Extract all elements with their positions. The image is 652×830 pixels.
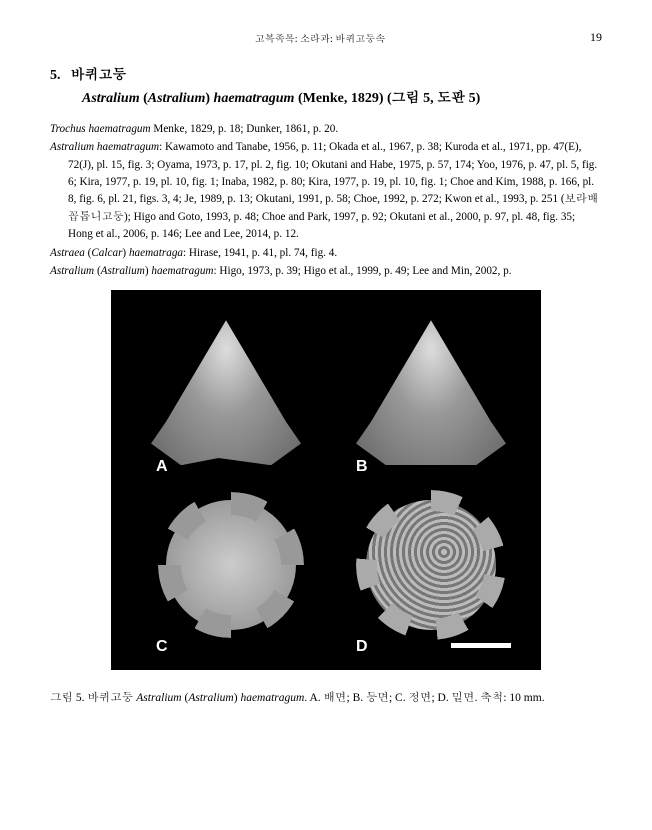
ref3-species: haematraga [129,247,183,259]
panel-label-a: A [156,458,168,476]
section-heading: 5. 바퀴고둥 [50,63,602,84]
panel-label-c: C [156,638,168,656]
synonymy-block: Trochus haematragum Menke, 1829, p. 18; … [50,121,602,280]
page-number: 19 [590,30,602,45]
caption-suffix: . A. 배면; B. 등면; C. 정면; D. 밑면. 축척: 10 mm. [304,692,544,704]
ref4-text: : Higo, 1973, p. 39; Higo et al., 1999, … [214,265,512,277]
specimen-b-image [356,320,506,465]
ref-line-3: Astraea (Calcar) haematraga: Hirase, 194… [50,245,602,262]
figure-caption: 그림 5. 바퀴고둥 Astralium (Astralium) haematr… [50,690,602,707]
section-number: 5. [50,68,61,83]
section-korean-name: 바퀴고둥 [71,68,127,83]
specimen-c-image [166,500,296,630]
ref4-subgenus: Astralium [101,265,145,277]
ref-line-2: Astralium haematragum: Kawamoto and Tana… [50,139,602,243]
species-authority: (Menke, 1829) [298,91,384,106]
ref2-taxon: Astralium haematragum [50,141,159,153]
ref4-species: haematragum [151,265,213,277]
ref2-text: : Kawamoto and Tanabe, 1956, p. 11; Okad… [68,141,598,240]
panel-label-d: D [356,638,368,656]
ref1-text: Menke, 1829, p. 18; Dunker, 1861, p. 20. [151,123,339,135]
scale-bar [451,643,511,648]
specimen-d-image [366,500,496,630]
ref3-subgenus: Calcar [91,247,122,259]
figure-plate: A B C D [111,290,541,670]
running-header: 고복족목: 소라과: 바퀴고둥속 19 [50,30,602,45]
specimen-a-image [151,320,301,465]
ref-line-1: Trochus haematragum Menke, 1829, p. 18; … [50,121,602,138]
caption-subgenus: Astralium [188,692,233,704]
caption-genus: Astralium [136,692,181,704]
species-epithet: haematragum [214,91,295,106]
header-category: 고복족목: 소라과: 바퀴고둥속 [50,31,590,45]
caption-prefix: 그림 5. 바퀴고둥 [50,692,136,704]
ref3-text: : Hirase, 1941, p. 41, pl. 74, fig. 4. [183,247,337,259]
ref1-taxon: Trochus haematragum [50,123,151,135]
genus-name: Astralium [82,91,140,106]
caption-species: haematragum [240,692,304,704]
ref4-genus: Astralium [50,265,94,277]
subgenus-name: Astralium [148,91,206,106]
figure-container: A B C D [50,290,602,670]
paren-close: ) [205,91,213,106]
species-figure-ref: (그림 5, 도판 5) [387,91,480,106]
species-heading: Astralium (Astralium) haematragum (Menke… [82,86,602,107]
ref-line-4: Astralium (Astralium) haematragum: Higo,… [50,263,602,280]
ref3-genus: Astraea [50,247,85,259]
panel-label-b: B [356,458,368,476]
